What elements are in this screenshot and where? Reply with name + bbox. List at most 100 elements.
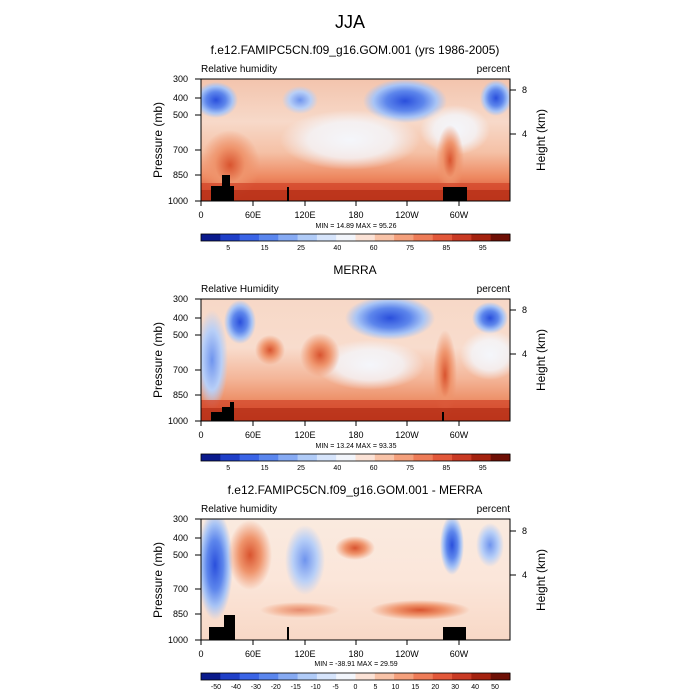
colorbar-label: 30 — [451, 684, 459, 691]
y-tick-label: 300 — [173, 294, 188, 304]
colorbar-swatch — [336, 234, 356, 241]
x-axis: 0 60E 120E 180 120W 60W — [198, 640, 469, 659]
colorbar-label: 0 — [354, 684, 358, 691]
colorbar-swatch — [471, 234, 492, 241]
y-tick-label: 850 — [173, 170, 188, 180]
colorbar-swatch — [490, 673, 511, 680]
colorbar-label: 40 — [333, 245, 341, 252]
colorbar-swatch — [258, 454, 279, 461]
colorbar-label: 75 — [406, 245, 414, 252]
colorbar-swatch — [278, 234, 299, 241]
colorbar-label: 85 — [442, 245, 450, 252]
colorbar-swatch — [471, 673, 492, 680]
contour-field — [201, 519, 510, 640]
stats-label: MIN = 13.24 MAX = 93.35 — [316, 443, 397, 450]
x-tick-label: 120W — [395, 210, 419, 220]
x-tick-label: 60E — [245, 430, 261, 440]
colorbar-swatch — [355, 234, 376, 241]
colorbar-swatch — [239, 673, 260, 680]
y-axis: 300 400 500 700 850 1000 — [168, 294, 201, 426]
colorbar-label: 5 — [373, 684, 377, 691]
colorbar: -50 -40 -30 -20 -15 -10 -5 0 5 10 15 20 30 40 50 — [200, 672, 511, 691]
stats-label: MIN = -38.91 MAX = 29.59 — [314, 661, 397, 668]
panel-title: MERRA — [333, 263, 376, 277]
colorbar: 5 15 25 40 60 75 85 95 — [200, 233, 511, 252]
x-tick-label: 60W — [450, 210, 469, 220]
y-tick-label: 500 — [173, 550, 188, 560]
colorbar-swatch — [201, 234, 221, 241]
colorbar-label: 25 — [297, 465, 305, 472]
colorbar-frame — [200, 233, 511, 242]
colorbar-swatch — [452, 454, 472, 461]
x-axis: 0 60E 120E 180 120W 60W — [198, 421, 469, 440]
x-axis: 0 60E 120E 180 120W 60W — [198, 201, 469, 220]
y-tick-label: 1000 — [168, 635, 188, 645]
colorbar-swatch — [220, 673, 241, 680]
y-tick-label: 300 — [173, 514, 188, 524]
y-axis: 300 400 500 700 850 1000 — [168, 74, 201, 206]
colorbar-label: 40 — [333, 465, 341, 472]
y-tick-label: 700 — [173, 145, 188, 155]
y-right-axis: 8 4 — [510, 85, 527, 139]
y-right-axis-label: Height (km) — [534, 329, 548, 391]
colorbar-label: 15 — [411, 684, 419, 691]
y-right-tick-label: 4 — [522, 570, 527, 580]
y-right-tick-label: 8 — [522, 526, 527, 536]
x-tick-label: 180 — [348, 649, 363, 659]
colorbar-swatch — [374, 673, 395, 680]
panel-right-label: percent — [477, 284, 511, 295]
colorbar-label: 50 — [491, 684, 499, 691]
colorbar-swatch — [239, 234, 260, 241]
colorbar-label: 15 — [261, 465, 269, 472]
colorbar-label: 5 — [226, 465, 230, 472]
colorbar-swatch — [201, 673, 221, 680]
colorbar-swatch — [316, 234, 337, 241]
colorbar-label: 60 — [370, 465, 378, 472]
panel-right-label: percent — [477, 504, 511, 515]
colorbar-swatch — [490, 454, 511, 461]
colorbar-swatch — [432, 454, 453, 461]
y-tick-label: 700 — [173, 365, 188, 375]
colorbar-swatch — [432, 234, 453, 241]
panel-title: f.e12.FAMIPC5CN.f09_g16.GOM.001 (yrs 198… — [211, 43, 500, 57]
colorbar-swatch — [413, 234, 434, 241]
colorbar-label: 95 — [479, 465, 487, 472]
colorbar-swatch — [220, 234, 241, 241]
colorbar-label: 15 — [261, 245, 269, 252]
x-tick-label: 60W — [450, 649, 469, 659]
colorbar-swatch — [374, 454, 395, 461]
contour-field — [201, 79, 510, 201]
panel-title: f.e12.FAMIPC5CN.f09_g16.GOM.001 - MERRA — [228, 483, 483, 497]
colorbar-label: 20 — [431, 684, 439, 691]
colorbar-swatch — [258, 234, 279, 241]
colorbar-swatch — [239, 454, 260, 461]
colorbar-label: 85 — [442, 465, 450, 472]
colorbar-label: 60 — [370, 245, 378, 252]
colorbar-swatch — [394, 673, 414, 680]
colorbar-swatch — [452, 234, 472, 241]
colorbar-swatch — [336, 673, 356, 680]
y-axis-label: Pressure (mb) — [151, 322, 165, 398]
y-right-tick-label: 4 — [522, 349, 527, 359]
x-tick-label: 60W — [450, 430, 469, 440]
colorbar-swatch — [297, 454, 318, 461]
colorbar-swatch — [316, 454, 337, 461]
y-axis: 300 400 500 700 850 1000 — [168, 514, 201, 645]
colorbar-swatch — [297, 673, 318, 680]
y-right-axis-label: Height (km) — [534, 549, 548, 611]
colorbar-label: -5 — [332, 684, 338, 691]
colorbar-swatch — [413, 673, 434, 680]
panel-difference: f.e12.FAMIPC5CN.f09_g16.GOM.001 - MERRA … — [151, 483, 548, 691]
y-axis-label: Pressure (mb) — [151, 542, 165, 618]
x-tick-label: 60E — [245, 649, 261, 659]
y-tick-label: 400 — [173, 93, 188, 103]
colorbar-label: -40 — [231, 684, 241, 691]
y-tick-label: 700 — [173, 584, 188, 594]
colorbar-label: -10 — [311, 684, 321, 691]
colorbar-swatch — [258, 673, 279, 680]
colorbar-swatch — [355, 673, 376, 680]
y-right-axis-label: Height (km) — [534, 109, 548, 171]
y-tick-label: 1000 — [168, 196, 188, 206]
colorbar: 5 15 25 40 60 75 85 95 — [200, 453, 511, 472]
